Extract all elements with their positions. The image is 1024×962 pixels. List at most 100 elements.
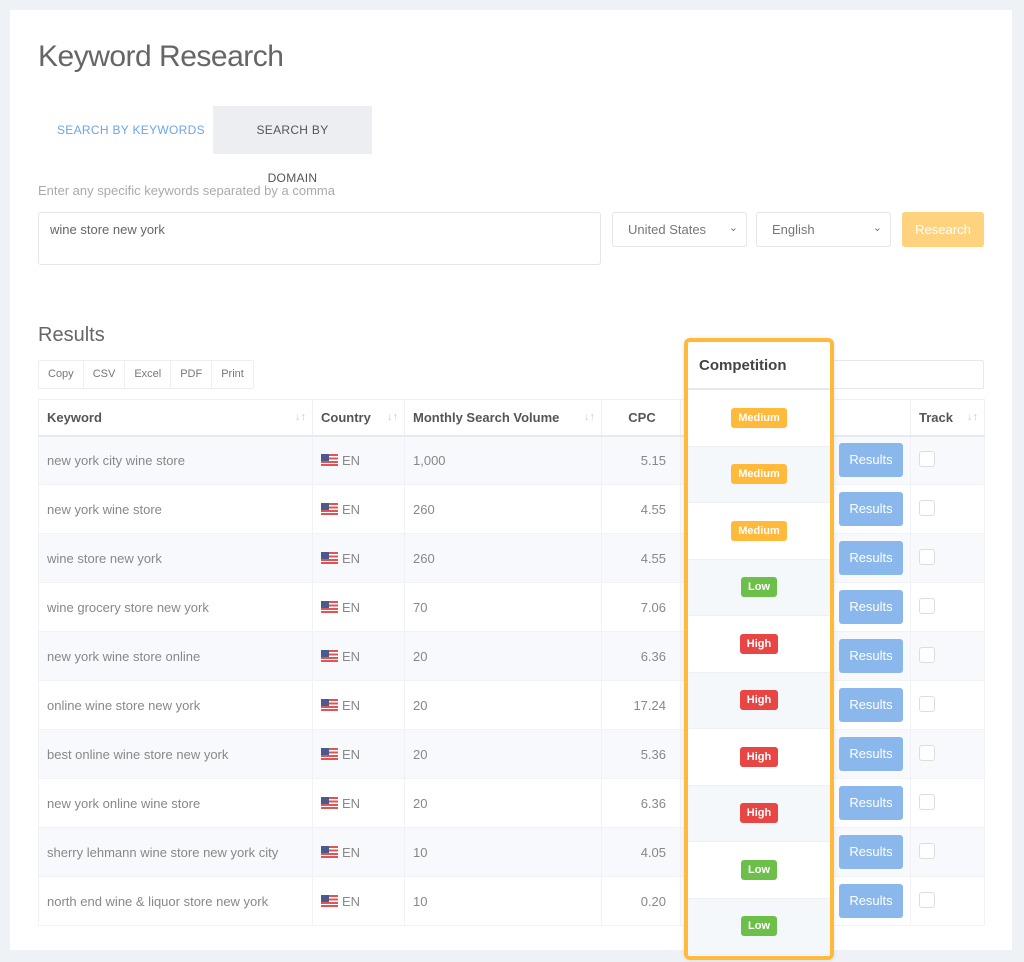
track-cell bbox=[910, 729, 985, 779]
track-checkbox[interactable] bbox=[919, 450, 935, 467]
track-cell bbox=[910, 435, 985, 485]
keyword-cell: online wine store new york bbox=[38, 680, 313, 730]
sort-icon: ↓↑ bbox=[295, 411, 306, 424]
col-volume[interactable]: Monthly Search Volume ↓↑ bbox=[404, 399, 602, 437]
csv-button[interactable]: CSV bbox=[84, 361, 126, 388]
us-flag-icon bbox=[321, 698, 338, 711]
results-button[interactable]: Results bbox=[839, 541, 903, 575]
track-checkbox[interactable] bbox=[919, 548, 935, 565]
competition-row: Medium bbox=[688, 390, 830, 447]
table-search-input[interactable] bbox=[830, 360, 984, 389]
results-cell: Results bbox=[830, 729, 911, 779]
col-track[interactable]: Track ↓↑ bbox=[910, 399, 985, 437]
track-cell bbox=[910, 484, 985, 534]
us-flag-icon bbox=[321, 502, 338, 515]
competition-row: High bbox=[688, 616, 830, 673]
country-select[interactable]: United States ⌄ bbox=[612, 212, 747, 247]
us-flag-icon bbox=[321, 453, 338, 466]
results-button[interactable]: Results bbox=[839, 443, 903, 478]
results-table: Keyword ↓↑ Country ↓↑ Monthly Search Volum… bbox=[38, 399, 985, 926]
tab-search-by-domain[interactable]: SEARCH BY DOMAIN bbox=[213, 106, 372, 185]
cpc-cell: 7.06 bbox=[601, 582, 681, 632]
track-checkbox[interactable] bbox=[919, 499, 935, 516]
competition-badge: High bbox=[739, 803, 779, 824]
col-results bbox=[830, 399, 911, 437]
track-cell bbox=[910, 680, 985, 730]
chevron-down-icon: ⌄ bbox=[728, 222, 738, 234]
competition-row: High bbox=[688, 672, 830, 729]
cpc-cell: 0.20 bbox=[601, 876, 681, 926]
competition-badge: Medium bbox=[731, 464, 787, 485]
track-checkbox[interactable] bbox=[919, 597, 935, 614]
track-checkbox[interactable] bbox=[919, 695, 935, 712]
copy-button[interactable]: Copy bbox=[39, 361, 84, 388]
results-cell: Results bbox=[830, 631, 911, 681]
results-button[interactable]: Results bbox=[839, 492, 903, 526]
keyword-cell: new york city wine store bbox=[38, 435, 313, 485]
volume-cell: 10 bbox=[404, 827, 602, 877]
keywords-input[interactable]: wine store new york bbox=[38, 212, 601, 265]
cpc-cell: 6.36 bbox=[601, 778, 681, 828]
tab-search-by-keywords[interactable]: SEARCH BY KEYWORDS bbox=[57, 123, 205, 137]
competition-badge: Low bbox=[741, 916, 777, 937]
table-row: new york wine store EN 260 4.55 Results bbox=[38, 484, 985, 534]
research-button[interactable]: Research bbox=[902, 212, 984, 247]
competition-badge: Low bbox=[741, 577, 777, 598]
competition-badge: Medium bbox=[731, 407, 787, 428]
track-cell bbox=[910, 778, 985, 828]
results-cell: Results bbox=[830, 533, 911, 583]
country-cell: EN bbox=[312, 876, 405, 926]
cpc-cell: 17.24 bbox=[601, 680, 681, 730]
competition-badge: Low bbox=[741, 859, 777, 880]
col-keyword[interactable]: Keyword ↓↑ bbox=[38, 399, 313, 437]
volume-cell: 20 bbox=[404, 729, 602, 779]
excel-button[interactable]: Excel bbox=[125, 361, 172, 388]
volume-cell: 20 bbox=[404, 680, 602, 730]
us-flag-icon bbox=[321, 551, 338, 564]
sort-icon: ↓↑ bbox=[967, 411, 978, 424]
export-buttons: Copy CSV Excel PDF Print bbox=[38, 360, 254, 389]
print-button[interactable]: Print bbox=[221, 368, 244, 380]
results-button[interactable]: Results bbox=[839, 835, 903, 869]
results-button[interactable]: Results bbox=[839, 639, 903, 673]
volume-cell: 70 bbox=[404, 582, 602, 632]
track-checkbox[interactable] bbox=[919, 842, 935, 859]
pdf-button[interactable]: PDF bbox=[171, 361, 213, 388]
track-checkbox[interactable] bbox=[919, 891, 935, 908]
table-row: sherry lehmann wine store new york city … bbox=[38, 827, 985, 877]
competition-badge: High bbox=[739, 746, 779, 767]
col-cpc[interactable]: CPC bbox=[601, 399, 681, 437]
language-select[interactable]: English ⌄ bbox=[756, 212, 891, 247]
results-cell: Results bbox=[830, 778, 911, 828]
competition-row: Low bbox=[688, 842, 830, 899]
results-cell: Results bbox=[830, 680, 911, 730]
results-cell: Results bbox=[830, 435, 911, 485]
results-button[interactable]: Results bbox=[839, 688, 903, 722]
results-cell: Results bbox=[830, 876, 911, 926]
track-cell bbox=[910, 631, 985, 681]
cpc-cell: 6.36 bbox=[601, 631, 681, 681]
results-button[interactable]: Results bbox=[839, 786, 903, 820]
track-checkbox[interactable] bbox=[919, 793, 935, 810]
country-cell: EN bbox=[312, 778, 405, 828]
sort-icon: ↓↑ bbox=[387, 411, 398, 424]
competition-badge: High bbox=[739, 633, 779, 654]
results-button[interactable]: Results bbox=[839, 884, 903, 918]
track-checkbox[interactable] bbox=[919, 646, 935, 663]
competition-highlight: Competition Medium Medium Medium Low High Hig… bbox=[684, 338, 834, 960]
us-flag-icon bbox=[321, 747, 338, 760]
chevron-down-icon: ⌄ bbox=[872, 222, 882, 234]
results-cell: Results bbox=[830, 582, 911, 632]
volume-cell: 20 bbox=[404, 631, 602, 681]
results-button[interactable]: Results bbox=[839, 590, 903, 624]
table-row: new york wine store online EN 20 6.36 Re… bbox=[38, 631, 985, 681]
results-button[interactable]: Results bbox=[839, 737, 903, 771]
track-checkbox[interactable] bbox=[919, 744, 935, 761]
results-title: Results bbox=[38, 324, 105, 346]
keyword-cell: north end wine & liquor store new york bbox=[38, 876, 313, 926]
col-country[interactable]: Country ↓↑ bbox=[312, 399, 405, 437]
competition-badge: Medium bbox=[731, 520, 787, 541]
us-flag-icon bbox=[321, 796, 338, 809]
competition-row: Low bbox=[688, 898, 830, 955]
us-flag-icon bbox=[321, 600, 338, 613]
